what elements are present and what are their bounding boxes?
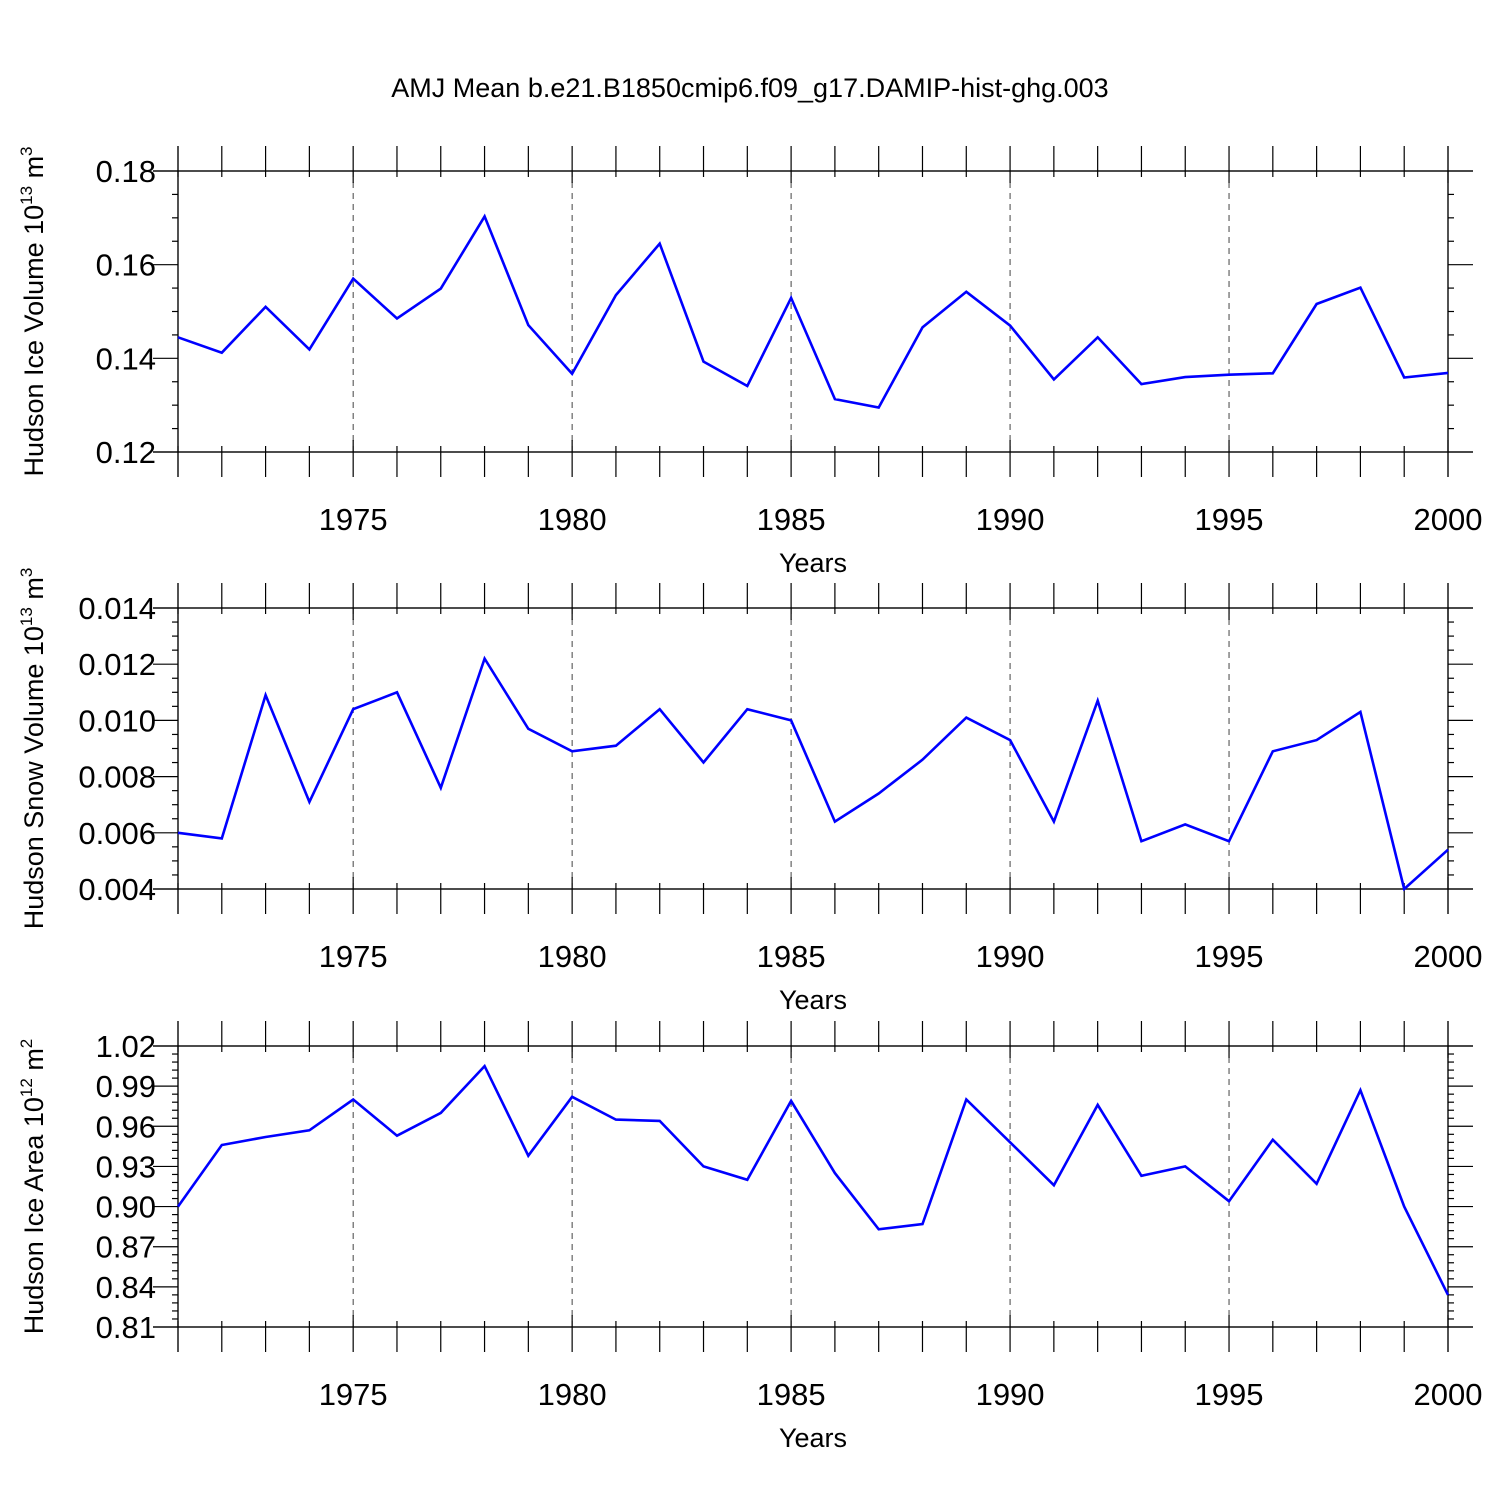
figure-title: AMJ Mean b.e21.B1850cmip6.f09_g17.DAMIP-… (391, 73, 1108, 103)
x-tick-label: 1975 (319, 939, 388, 974)
x-tick-label: 1980 (538, 1377, 607, 1412)
y-axis-label: Hudson Ice Area 1012 m2 (17, 1039, 49, 1335)
x-axis-label: Years (779, 548, 847, 578)
x-tick-label: 1975 (319, 502, 388, 537)
y-tick-label: 0.004 (78, 872, 156, 907)
y-tick-label: 0.010 (78, 703, 156, 738)
y-tick-label: 0.14 (96, 341, 156, 376)
y-tick-label: 0.96 (96, 1109, 156, 1144)
panel-1: 0.12 0.14 0.16 0.18 1975 1980 1985 1990 1995 2000… (17, 146, 1482, 578)
x-axis-label: Years (779, 1423, 847, 1453)
plot-frame (177, 607, 1449, 890)
y-tick-label: 0.90 (96, 1190, 156, 1225)
x-tick-label: 1980 (538, 939, 607, 974)
x-tick-label: 1995 (1195, 1377, 1264, 1412)
series-line (176, 1063, 1450, 1296)
series-line (177, 655, 1449, 892)
x-tick-label: 1985 (757, 1377, 826, 1412)
y-tick-label: 0.99 (96, 1069, 156, 1104)
y-axis-label: Hudson Ice Volume 1013 m3 (17, 146, 49, 476)
x-tick-label: 2000 (1414, 1377, 1483, 1412)
panels: 0.12 0.14 0.16 0.18 1975 1980 1985 1990 1995 2000… (17, 146, 1482, 1453)
x-tick-label: 2000 (1414, 939, 1483, 974)
plot-frame (177, 170, 1449, 453)
y-tick-label: 1.02 (96, 1029, 156, 1064)
y-tick-label: 0.006 (78, 816, 156, 851)
y-tick-label: 0.18 (96, 154, 156, 189)
x-tick-label: 1995 (1195, 939, 1264, 974)
y-tick-label: 0.87 (96, 1230, 156, 1265)
x-tick-label: 1985 (757, 939, 826, 974)
x-tick-label: 1990 (976, 1377, 1045, 1412)
x-tick-label: 1995 (1195, 502, 1264, 537)
x-tick-label: 2000 (1414, 502, 1483, 537)
x-axis-label: Years (779, 985, 847, 1015)
y-tick-label: 0.84 (96, 1270, 156, 1305)
y-tick-label: 0.93 (96, 1149, 156, 1184)
x-tick-label: 1980 (538, 502, 607, 537)
panel-2: 0.004 0.006 0.008 0.010 0.012 0.014 1975 1980 19… (17, 568, 1482, 1015)
y-tick-label: 0.81 (96, 1310, 156, 1345)
plot-frame (177, 1045, 1449, 1328)
y-tick-label: 0.008 (78, 760, 156, 795)
x-tick-label: 1985 (757, 502, 826, 537)
y-tick-label: 0.16 (96, 248, 156, 283)
y-tick-label: 0.012 (78, 647, 156, 682)
y-tick-label: 0.014 (78, 591, 156, 626)
panel-3: 0.81 0.84 0.87 0.90 0.93 0.96 0.99 1.02 1975 1980… (17, 1021, 1482, 1453)
x-tick-label: 1975 (319, 1377, 388, 1412)
series-line (177, 213, 1449, 409)
x-tick-label: 1990 (976, 939, 1045, 974)
y-tick-label: 0.12 (96, 435, 156, 470)
y-axis-label: Hudson Snow Volume 1013 m3 (17, 568, 49, 930)
x-tick-label: 1990 (976, 502, 1045, 537)
